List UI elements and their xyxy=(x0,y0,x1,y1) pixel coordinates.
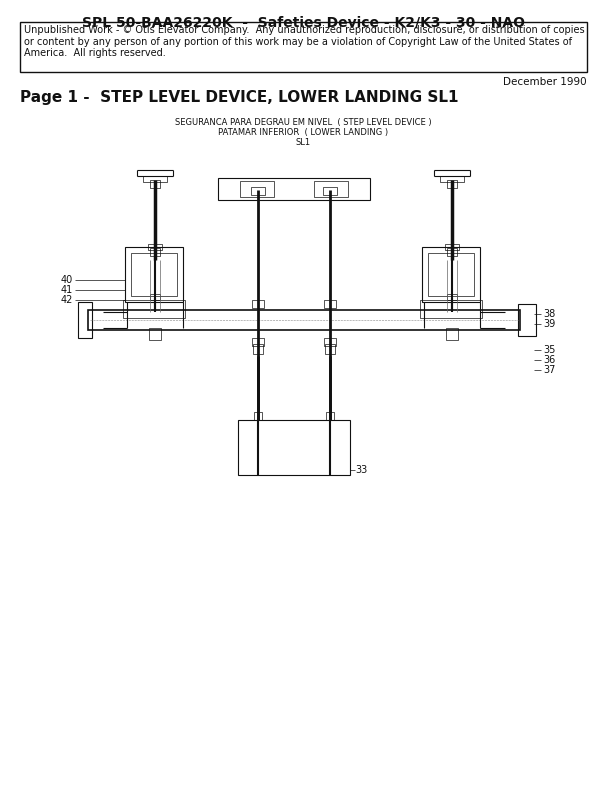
Bar xyxy=(78,302,92,338)
Text: 42: 42 xyxy=(61,295,73,305)
Bar xyxy=(447,294,457,300)
Text: PATAMAR INFERIOR  ( LOWER LANDING ): PATAMAR INFERIOR ( LOWER LANDING ) xyxy=(218,128,388,137)
Bar xyxy=(143,176,167,182)
Bar xyxy=(422,247,480,302)
Text: SEGURANCA PARA DEGRAU EM NIVEL  ( STEP LEVEL DEVICE ): SEGURANCA PARA DEGRAU EM NIVEL ( STEP LE… xyxy=(175,118,432,127)
Bar xyxy=(253,344,263,354)
Bar xyxy=(325,344,335,354)
Bar xyxy=(150,248,160,256)
Bar xyxy=(323,187,337,195)
Bar xyxy=(238,420,350,475)
Bar xyxy=(240,181,274,197)
Text: 33: 33 xyxy=(355,465,367,475)
Text: 38: 38 xyxy=(543,309,555,319)
Text: 39: 39 xyxy=(543,319,555,329)
Bar xyxy=(252,300,264,308)
Text: 41: 41 xyxy=(61,285,73,295)
Bar xyxy=(88,310,520,330)
Bar xyxy=(446,328,458,340)
Bar xyxy=(254,412,262,420)
Bar xyxy=(131,253,177,296)
Bar xyxy=(123,300,185,318)
Text: 37: 37 xyxy=(543,365,555,375)
Text: SL1: SL1 xyxy=(296,138,311,147)
Text: December 1990: December 1990 xyxy=(503,77,587,87)
Bar xyxy=(149,328,161,340)
Bar xyxy=(428,253,474,296)
Bar xyxy=(447,180,457,188)
Bar xyxy=(324,300,336,308)
Text: Page 1 -  STEP LEVEL DEVICE, LOWER LANDING SL1: Page 1 - STEP LEVEL DEVICE, LOWER LANDIN… xyxy=(20,90,458,105)
Bar xyxy=(324,338,336,346)
Text: 35: 35 xyxy=(543,345,555,355)
Text: 36: 36 xyxy=(543,355,555,365)
Bar xyxy=(125,247,183,302)
Bar xyxy=(148,244,162,250)
Bar xyxy=(518,304,536,336)
Bar xyxy=(150,294,160,300)
Bar xyxy=(252,338,264,346)
Bar xyxy=(150,180,160,188)
Bar xyxy=(314,181,348,197)
Bar xyxy=(440,176,464,182)
Bar xyxy=(20,22,587,72)
Bar xyxy=(326,412,334,420)
Text: 40: 40 xyxy=(61,275,73,285)
Text: Unpublished Work - © Otis Elevator Company.  Any unauthorized reproduction, disc: Unpublished Work - © Otis Elevator Compa… xyxy=(24,25,585,58)
Bar xyxy=(447,248,457,256)
Bar xyxy=(218,178,370,200)
Bar xyxy=(445,244,459,250)
Text: SPL 50-BAA26220K  -  Safeties Device - K2/K3 - 30 - NAO: SPL 50-BAA26220K - Safeties Device - K2/… xyxy=(81,15,524,29)
Bar xyxy=(420,300,482,318)
Bar xyxy=(251,187,265,195)
